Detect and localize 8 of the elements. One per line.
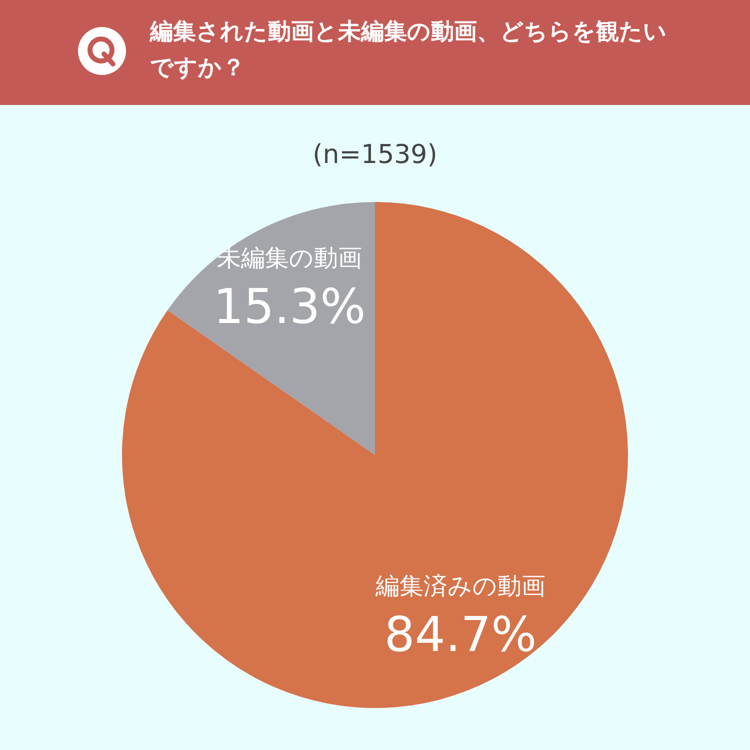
chart-title: 編集された動画と未編集の動画、どちらを観たいですか？: [150, 18, 668, 83]
pie-slice: [168, 202, 375, 455]
data-label: 15.3%: [213, 278, 366, 335]
chart-subtitle: (n=1539): [312, 140, 438, 170]
pie-slice: [122, 202, 628, 708]
data-label: 84.7%: [384, 607, 537, 664]
slice-label: 未編集の動画: [216, 244, 362, 272]
slice-label: 編集済みの動画: [374, 572, 546, 600]
